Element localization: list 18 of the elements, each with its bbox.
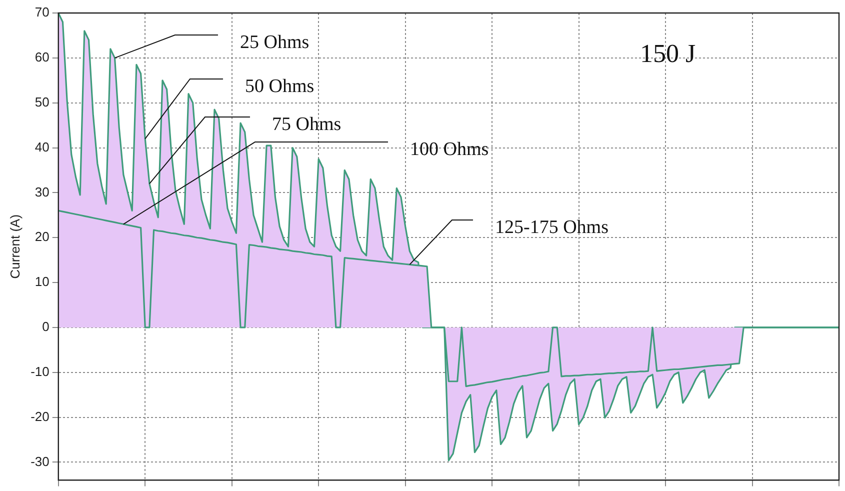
y-tick-label: 50 (34, 94, 50, 110)
y-tick-label: -10 (30, 364, 50, 379)
y-tick-label: 0 (42, 319, 50, 334)
annotation: 50 Ohms (245, 76, 314, 97)
annotation: 125-175 Ohms (495, 216, 608, 238)
y-tick-label: 60 (34, 50, 50, 64)
y-tick-label: 10 (34, 274, 50, 290)
annotation: 100 Ohms (410, 138, 489, 160)
y-tick-label: -30 (30, 454, 50, 469)
y-tick-label: 70 (34, 4, 50, 20)
annotation: 150 J (640, 38, 696, 68)
y-tick-label: -20 (30, 408, 50, 424)
annotation: 25 Ohms (240, 32, 310, 53)
y-axis-title: Current (A) (7, 214, 22, 279)
annotation: 75 Ohms (272, 114, 342, 135)
y-tick-label: 40 (34, 139, 50, 154)
y-tick-label: 20 (34, 229, 50, 244)
y-tick-label: 30 (34, 184, 50, 200)
